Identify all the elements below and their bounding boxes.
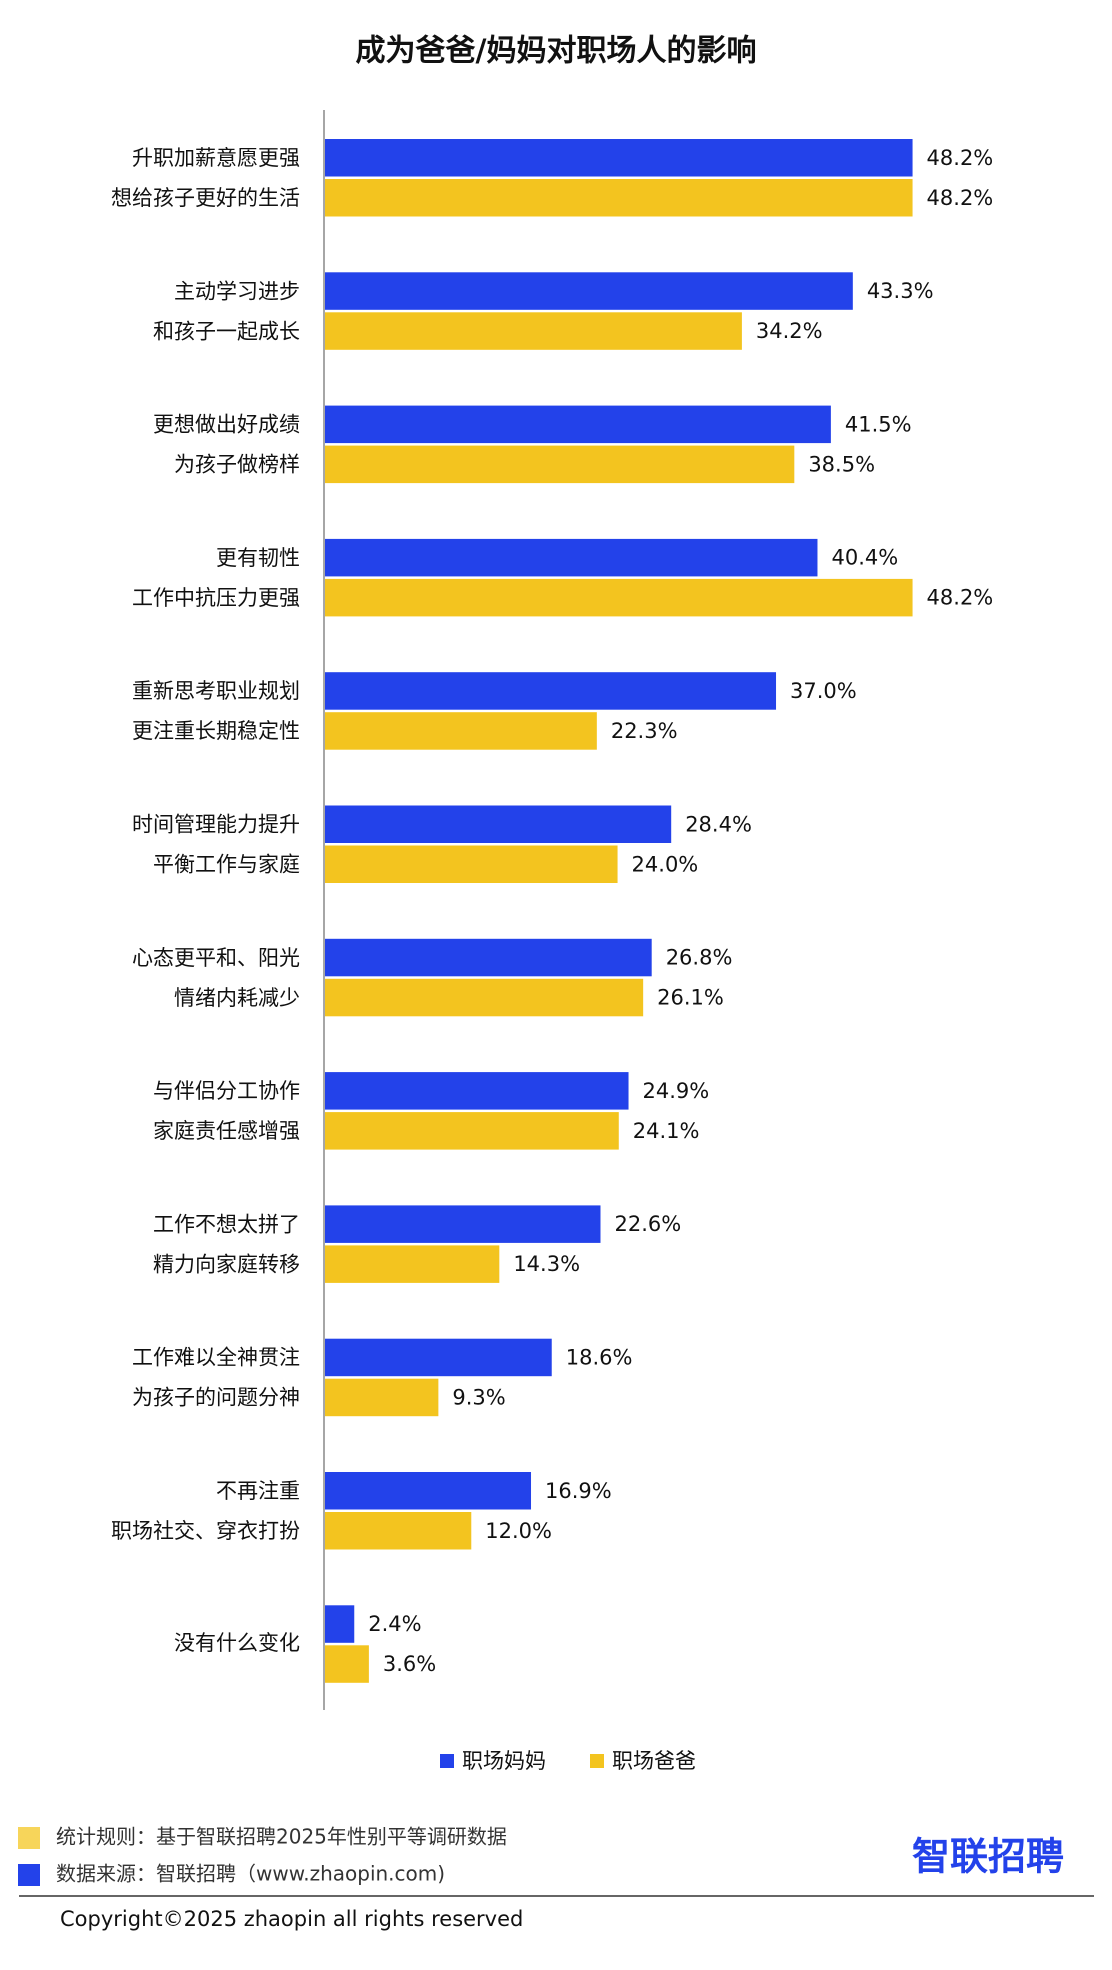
category-label: 平衡工作与家庭 [153, 853, 300, 877]
value-label: 24.1% [633, 1119, 700, 1143]
category-label: 更注重长期稳定性 [132, 719, 300, 743]
bar [325, 272, 853, 310]
category-label: 没有什么变化 [174, 1631, 300, 1655]
value-label: 37.0% [790, 679, 857, 703]
category-label: 不再注重 [216, 1479, 300, 1503]
category-label: 时间管理能力提升 [132, 813, 300, 837]
note-swatch [18, 1864, 40, 1886]
value-label: 24.9% [643, 1079, 710, 1103]
value-label: 26.8% [666, 946, 733, 970]
note-text: 统计规则：基于智联招聘2025年性别平等调研数据 [56, 1825, 507, 1849]
bar [325, 1205, 601, 1243]
category-label: 为孩子做榜样 [174, 453, 300, 477]
value-label: 2.4% [368, 1612, 421, 1636]
value-label: 9.3% [452, 1385, 505, 1409]
note-text: 数据来源：智联招聘（www.zhaopin.com) [56, 1862, 445, 1886]
value-label: 3.6% [383, 1652, 436, 1676]
bar [325, 312, 742, 350]
category-label: 精力向家庭转移 [153, 1252, 300, 1276]
bar [325, 1472, 532, 1510]
bar [325, 1072, 629, 1110]
chart-title: 成为爸爸/妈妈对职场人的影响 [356, 34, 757, 69]
value-label: 48.2% [927, 186, 994, 210]
bar [325, 845, 618, 883]
category-label: 职场社交、穿衣打扮 [111, 1519, 300, 1543]
bar [325, 1378, 439, 1417]
bar [325, 672, 777, 710]
bar [325, 978, 644, 1017]
bar [325, 805, 672, 843]
value-label: 26.1% [657, 986, 724, 1010]
value-label: 18.6% [566, 1345, 633, 1369]
bar [325, 1512, 472, 1550]
bar [325, 538, 818, 577]
bar [325, 1605, 355, 1643]
bar [325, 712, 597, 750]
legend-label: 职场爸爸 [612, 1749, 696, 1773]
legend-swatch [440, 1754, 454, 1768]
bar [325, 179, 913, 217]
value-label: 43.3% [867, 279, 934, 303]
category-label: 重新思考职业规划 [132, 679, 300, 703]
value-label: 28.4% [685, 812, 752, 836]
logo: 智联招聘 [912, 1835, 1064, 1879]
category-label: 工作中抗压力更强 [132, 586, 300, 610]
legend-swatch [590, 1754, 604, 1768]
value-label: 22.6% [614, 1212, 681, 1236]
bar [325, 1338, 552, 1377]
bar [325, 139, 913, 177]
value-label: 24.0% [632, 852, 699, 876]
value-label: 48.2% [927, 146, 994, 170]
bar [325, 938, 652, 977]
category-label: 更想做出好成绩 [153, 413, 300, 437]
legend-label: 职场妈妈 [462, 1749, 546, 1773]
value-label: 12.0% [485, 1519, 552, 1543]
value-label: 41.5% [845, 412, 912, 436]
category-label: 升职加薪意愿更强 [132, 146, 300, 170]
category-label: 与伴侣分工协作 [153, 1079, 300, 1103]
category-label: 更有韧性 [216, 546, 300, 570]
category-label: 主动学习进步 [174, 279, 300, 303]
category-label: 情绪内耗减少 [174, 986, 300, 1010]
category-label: 工作不想太拼了 [153, 1212, 300, 1236]
category-label: 家庭责任感增强 [153, 1119, 300, 1143]
category-label: 工作难以全神贯注 [132, 1346, 300, 1370]
bar [325, 1245, 500, 1283]
bar [325, 578, 913, 617]
value-label: 48.2% [927, 586, 994, 610]
value-label: 40.4% [831, 546, 898, 570]
category-label: 心态更平和、阳光 [132, 946, 300, 970]
note-swatch [18, 1827, 40, 1849]
bar [325, 405, 831, 444]
category-label: 和孩子一起成长 [153, 319, 300, 343]
bar [325, 1645, 369, 1683]
value-label: 38.5% [808, 452, 875, 476]
value-label: 22.3% [611, 719, 678, 743]
bar [325, 445, 795, 484]
copyright: Copyright©2025 zhaopin all rights reserv… [60, 1907, 523, 1931]
value-label: 14.3% [513, 1252, 580, 1276]
category-label: 想给孩子更好的生活 [111, 186, 300, 210]
value-label: 16.9% [545, 1479, 612, 1503]
category-label: 为孩子的问题分神 [132, 1386, 300, 1410]
bar [325, 1112, 619, 1150]
value-label: 34.2% [756, 319, 823, 343]
